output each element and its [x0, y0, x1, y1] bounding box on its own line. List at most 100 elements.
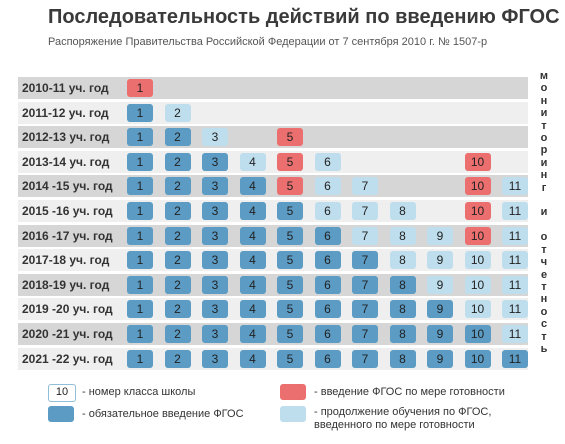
grade-cell-mandatory: 7 — [352, 300, 378, 319]
legend-continued-text: - продолжение обучения по ФГОС, введенно… — [314, 406, 492, 431]
grade-cell-mandatory: 10 — [464, 325, 491, 343]
grade-cell-continued: 8 — [389, 226, 416, 245]
grade-cell-mandatory: 1 — [127, 251, 153, 270]
grade-cell-mandatory: 6 — [314, 226, 341, 245]
grade-cell-mandatory: 4 — [239, 202, 266, 220]
grade-cell-mandatory: 4 — [239, 325, 266, 343]
row-year-label: 2016 -17 уч. год — [22, 228, 113, 243]
grade-cell-mandatory: 10 — [464, 349, 491, 368]
grade-cell-mandatory: 7 — [352, 349, 378, 368]
row-year-label: 2017-18 уч. год — [22, 253, 110, 268]
grade-cell-readiness: 5 — [277, 128, 303, 147]
grade-cell-mandatory: 7 — [352, 275, 378, 294]
grade-cell-readiness: 10 — [464, 202, 491, 220]
grade-cell-mandatory: 4 — [239, 226, 266, 245]
grade-cell-mandatory: 5 — [277, 275, 303, 294]
grade-cell-mandatory: 1 — [127, 152, 153, 171]
grade-cell-continued: 10 — [464, 275, 491, 294]
grade-cell-mandatory: 8 — [389, 300, 416, 319]
grade-cell-mandatory: 2 — [164, 226, 191, 245]
grade-cell-mandatory: 3 — [202, 349, 228, 368]
legend-mandatory-swatch — [48, 406, 74, 422]
grade-cell-continued: 11 — [502, 300, 528, 319]
grade-cell-readiness: 1 — [127, 79, 153, 97]
grade-cell-continued: 11 — [502, 177, 528, 196]
grade-cell-mandatory: 9 — [427, 300, 453, 319]
grade-cell-continued: 8 — [389, 251, 416, 270]
grade-cell-mandatory: 4 — [239, 177, 266, 196]
grade-cell-mandatory: 3 — [202, 226, 228, 245]
legend-continued-swatch — [280, 406, 306, 422]
grade-cell-mandatory: 1 — [127, 300, 153, 319]
grade-cell-mandatory: 6 — [314, 349, 341, 368]
grade-cell-continued: 9 — [427, 275, 453, 294]
grade-cell-mandatory: 3 — [202, 300, 228, 319]
grade-cell-continued: 11 — [502, 325, 528, 343]
grade-cell-mandatory: 9 — [427, 325, 453, 343]
grade-cell-continued: 3 — [202, 128, 228, 147]
grade-cell-continued: 11 — [502, 202, 528, 220]
grade-cell-continued: 6 — [314, 177, 341, 196]
grade-cell-mandatory: 2 — [164, 251, 191, 270]
grade-cell-continued: 10 — [464, 251, 491, 270]
grade-cell-mandatory: 1 — [127, 226, 153, 245]
grade-cell-readiness: 10 — [464, 226, 491, 245]
grade-cell-mandatory: 2 — [164, 128, 191, 147]
grade-cell-mandatory: 2 — [164, 152, 191, 171]
grade-cell-mandatory: 2 — [164, 275, 191, 294]
grade-cell-mandatory: 6 — [314, 300, 341, 319]
grade-cell-mandatory: 5 — [277, 300, 303, 319]
grade-cell-mandatory: 1 — [127, 177, 153, 196]
grade-cell-mandatory: 2 — [164, 202, 191, 220]
grade-cell-mandatory: 9 — [427, 349, 453, 368]
grade-cell-readiness: 10 — [464, 152, 491, 171]
grade-cell-mandatory: 3 — [202, 152, 228, 171]
row-year-label: 2015 -16 уч. год — [22, 204, 113, 218]
grade-cell-continued: 6 — [314, 202, 341, 220]
legend-grade-text: - номер класса школы — [82, 386, 196, 398]
grade-cell-mandatory: 4 — [239, 349, 266, 368]
grade-cell-continued: 7 — [352, 177, 378, 196]
page-subtitle: Распоряжение Правительства Российской Фе… — [48, 36, 488, 48]
grade-cell-continued: 2 — [164, 103, 191, 122]
row-year-label: 2010-11 уч. год — [22, 81, 109, 95]
grade-cell-mandatory: 3 — [202, 177, 228, 196]
legend-readiness-text: - введение ФГОС по мере готовности — [314, 386, 505, 398]
grade-cell-continued: 9 — [427, 251, 453, 270]
row-year-label: 2012-13 уч. год — [22, 130, 110, 145]
grade-cell-mandatory: 5 — [277, 251, 303, 270]
grade-cell-mandatory: 5 — [277, 202, 303, 220]
grade-cell-mandatory: 1 — [127, 202, 153, 220]
grade-cell-mandatory: 2 — [164, 300, 191, 319]
grade-cell-mandatory: 5 — [277, 325, 303, 343]
grade-cell-mandatory: 2 — [164, 325, 191, 343]
grade-cell-mandatory: 8 — [389, 349, 416, 368]
grade-cell-mandatory: 6 — [314, 251, 341, 270]
grade-cell-mandatory: 8 — [389, 275, 416, 294]
grade-cell-continued: 9 — [427, 226, 453, 245]
grade-cell-mandatory: 3 — [202, 202, 228, 220]
grade-cell-continued: 11 — [502, 251, 528, 270]
row-year-label: 2013-14 уч. год — [22, 154, 110, 169]
grade-cell-mandatory: 5 — [277, 226, 303, 245]
grade-cell-continued: 4 — [239, 152, 266, 171]
grade-cell-mandatory: 5 — [277, 349, 303, 368]
grade-cell-mandatory: 1 — [127, 128, 153, 147]
grade-cell-mandatory: 6 — [314, 275, 341, 294]
row-year-label: 2019 -20 уч. год — [22, 302, 113, 317]
grade-cell-mandatory: 4 — [239, 300, 266, 319]
grade-cell-mandatory: 1 — [127, 275, 153, 294]
grade-cell-readiness: 5 — [277, 152, 303, 171]
row-year-label: 2021 -22 уч. год — [22, 351, 113, 366]
grade-cell-continued: 6 — [314, 152, 341, 171]
grade-cell-mandatory: 1 — [127, 103, 153, 122]
row-year-label: 2011-12 уч. год — [22, 105, 109, 120]
grade-cell-mandatory: 7 — [352, 251, 378, 270]
legend-mandatory-text: - обязательное введение ФГОС — [82, 408, 244, 420]
grade-cell-mandatory: 1 — [127, 325, 153, 343]
grade-cell-mandatory: 2 — [164, 177, 191, 196]
grade-cell-mandatory: 2 — [164, 349, 191, 368]
grade-cell-continued: 8 — [389, 202, 416, 220]
